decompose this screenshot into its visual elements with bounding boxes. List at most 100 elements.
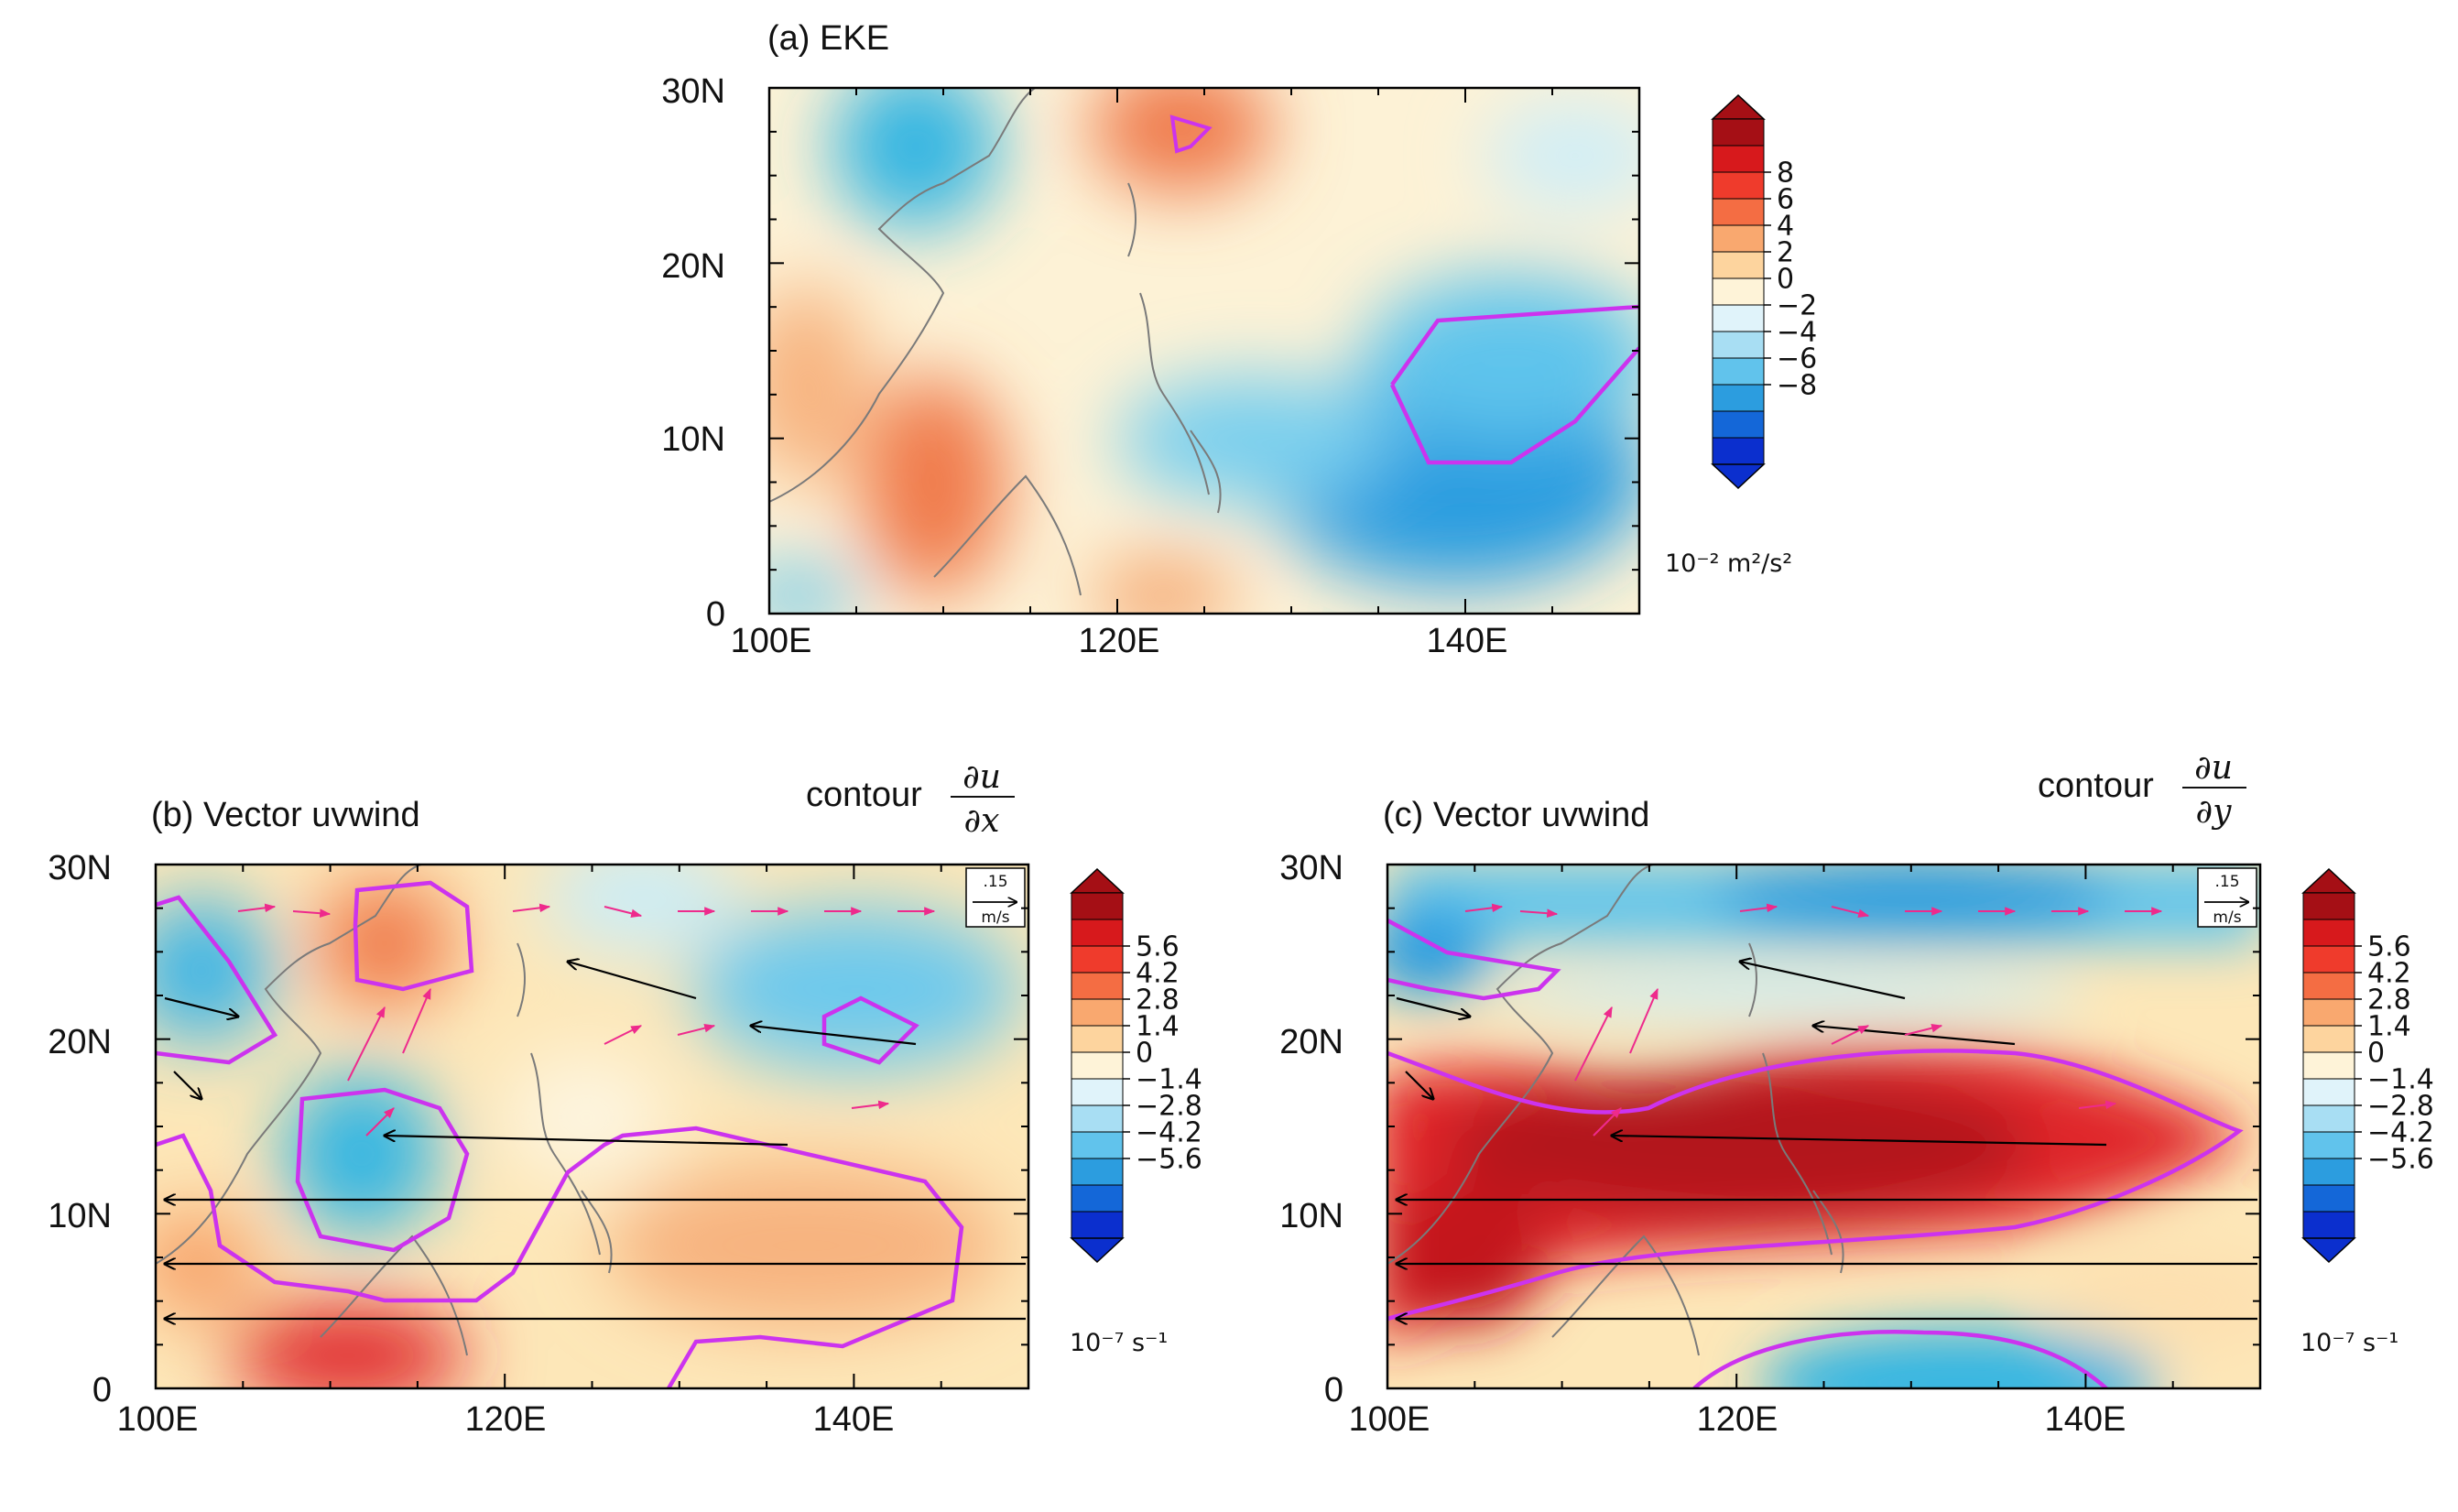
colorbar-swatch [2302, 1025, 2355, 1053]
panel-b-refvec-unit: m/s [981, 908, 1009, 927]
panel-c-ticks [1387, 864, 2261, 1389]
colorbar-swatch [2302, 1211, 2355, 1239]
colorbar-overflow-top [1711, 93, 1766, 120]
colorbar-swatch [2302, 998, 2355, 1027]
colorbar-swatch [1712, 384, 1765, 412]
colorbar-label: −6 [1777, 343, 1817, 375]
colorbar-label: 0 [1777, 264, 1794, 296]
colorbar-label: 1.4 [2367, 1011, 2411, 1043]
colorbar-swatch [1712, 277, 1765, 306]
panel-b-anomaly-arrows [237, 903, 936, 1137]
colorbar-swatch [1071, 892, 1124, 920]
colorbar-swatch [1071, 1051, 1124, 1080]
panel-a-ytick: 10N [661, 420, 725, 459]
panel-c-ytick: 30N [1279, 849, 1343, 887]
colorbar-swatch [1071, 1025, 1124, 1053]
colorbar-label: −5.6 [2367, 1144, 2434, 1176]
panel-c-right-title: contour [2038, 767, 2154, 805]
colorbar-swatch [1071, 1131, 1124, 1159]
panel-a-xtick: 100E [731, 622, 812, 660]
colorbar-label: −1.4 [2367, 1064, 2434, 1096]
panel-c-field [1387, 865, 2260, 1388]
panel-a-title: (a) EKE [767, 19, 889, 58]
colorbar-label: 2.8 [1136, 984, 1180, 1017]
colorbar-swatch [2302, 919, 2355, 947]
colorbar-swatch [1712, 198, 1765, 226]
colorbar-label: 5.6 [1136, 931, 1180, 963]
panel-c-ytick: 0 [1324, 1371, 1343, 1409]
panel-a-ytick: 30N [661, 72, 725, 111]
panel-b-title: (b) Vector uvwind [151, 796, 420, 834]
colorbar-swatch [2302, 1078, 2355, 1106]
panel-b-math-numerator: ∂u [963, 758, 1001, 796]
panel-b: .15 m/s (b) Vector uvwind contour ∂u ∂x … [48, 758, 1202, 1439]
colorbar-label: −1.4 [1136, 1064, 1202, 1096]
colorbar-swatch [2302, 892, 2355, 920]
panel-b-ytick: 10N [48, 1197, 112, 1235]
colorbar-label: −2 [1777, 290, 1817, 322]
panel-b-colorbar: 5.64.22.81.40−1.4−2.8−4.2−5.6 [1070, 867, 1202, 1264]
panel-c-ytick: 10N [1279, 1197, 1343, 1235]
colorbar-label: 4 [1777, 211, 1794, 243]
colorbar-label: 8 [1777, 158, 1794, 190]
colorbar-swatch [1712, 145, 1765, 173]
colorbar-label: 2.8 [2367, 984, 2411, 1017]
colorbar-overflow-bottom [2301, 1237, 2356, 1264]
panel-a: (a) EKE 100E 120E 140E 0 10N 20N 30N 864… [661, 19, 1817, 660]
panel-a-xtick: 120E [1079, 622, 1160, 660]
colorbar-swatch [1712, 357, 1765, 386]
panel-c-xtick: 100E [1349, 1400, 1430, 1439]
colorbar-swatch [1071, 919, 1124, 947]
panel-a-ticks [768, 87, 1640, 615]
colorbar-label: 2 [1777, 237, 1794, 269]
panel-c-ytick: 20N [1279, 1023, 1343, 1061]
colorbar-swatch [1071, 998, 1124, 1027]
panel-b-wind-arrows [165, 962, 1026, 1319]
panel-c-refvec-unit: m/s [2213, 908, 2241, 927]
colorbar-swatch [2302, 1184, 2355, 1213]
panel-c-refvec-magnitude: .15 [2214, 873, 2239, 891]
panel-c: .15 m/s (c) Vector uvwind contour ∂u ∂y … [1279, 749, 2434, 1439]
colorbar-overflow-bottom [1711, 463, 1766, 490]
colorbar-swatch [1712, 224, 1765, 253]
panel-b-refvec-magnitude: .15 [983, 873, 1007, 891]
colorbar-swatch [2302, 1104, 2355, 1133]
coastline [769, 88, 1082, 596]
panel-b-right-title: contour [806, 776, 922, 814]
colorbar-overflow-top [1070, 867, 1125, 894]
panel-c-xtick: 140E [2045, 1400, 2126, 1439]
colorbar-label: −8 [1777, 370, 1817, 402]
colorbar-swatch [1071, 972, 1124, 1000]
colorbar-swatch [1071, 1211, 1124, 1239]
colorbar-swatch [1712, 118, 1765, 147]
colorbar-label: −4.2 [1136, 1117, 1202, 1149]
panel-b-field [156, 865, 1028, 1388]
colorbar-swatch [2302, 1131, 2355, 1159]
colorbar-label: −5.6 [1136, 1144, 1202, 1176]
panel-a-colorbar-unit: 10⁻² m²/s² [1665, 549, 1792, 578]
colorbar-swatch [1071, 1104, 1124, 1133]
panel-b-xtick: 100E [117, 1400, 199, 1439]
panel-c-title: (c) Vector uvwind [1383, 796, 1649, 834]
colorbar-overflow-top [2301, 867, 2356, 894]
panel-b-xtick: 120E [465, 1400, 547, 1439]
panel-c-wind-arrows [1397, 962, 2257, 1319]
colorbar-label: 1.4 [1136, 1011, 1180, 1043]
panel-b-xtick: 140E [813, 1400, 895, 1439]
colorbar-label: −4.2 [2367, 1117, 2434, 1149]
panel-b-ytick: 30N [48, 849, 112, 887]
panel-b-math-denominator: ∂x [964, 802, 1000, 840]
colorbar-label: −4 [1777, 317, 1817, 349]
colorbar-label: 4.2 [2367, 958, 2411, 990]
significance-contour [1389, 304, 1639, 465]
colorbar-label: 0 [2367, 1038, 2385, 1070]
colorbar-swatch [1712, 410, 1765, 439]
colorbar-swatch [1071, 1078, 1124, 1106]
colorbar-swatch [2302, 972, 2355, 1000]
panel-a-field [769, 88, 1639, 614]
panel-b-ytick: 20N [48, 1023, 112, 1061]
colorbar-swatch [2302, 1158, 2355, 1186]
colorbar-label: 5.6 [2367, 931, 2411, 963]
